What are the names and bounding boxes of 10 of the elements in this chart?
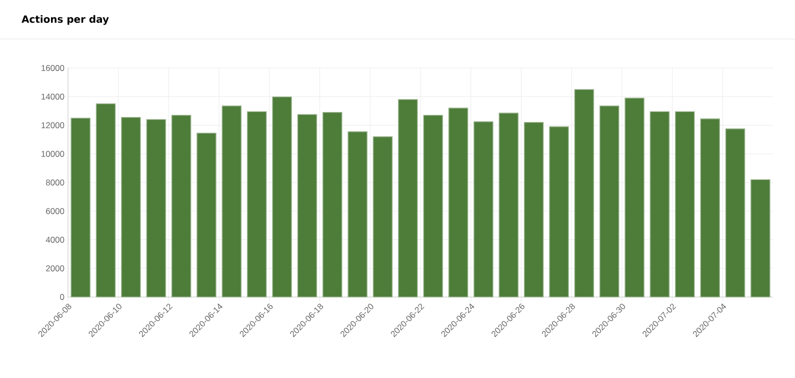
y-tick-label: 12000 [42, 122, 64, 128]
y-tick-label: 0 [60, 294, 64, 300]
y-tick-label: 16000 [42, 65, 64, 71]
y-tick-label: 4000 [46, 236, 64, 243]
y-tick-label: 2000 [46, 265, 64, 272]
y-tick-label: 14000 [42, 94, 64, 100]
y-tick-label: 6000 [46, 208, 64, 214]
chart-title: Actions per day [22, 15, 109, 25]
y-tick-label: 8000 [46, 180, 64, 186]
y-tick-label: 10000 [42, 150, 64, 157]
